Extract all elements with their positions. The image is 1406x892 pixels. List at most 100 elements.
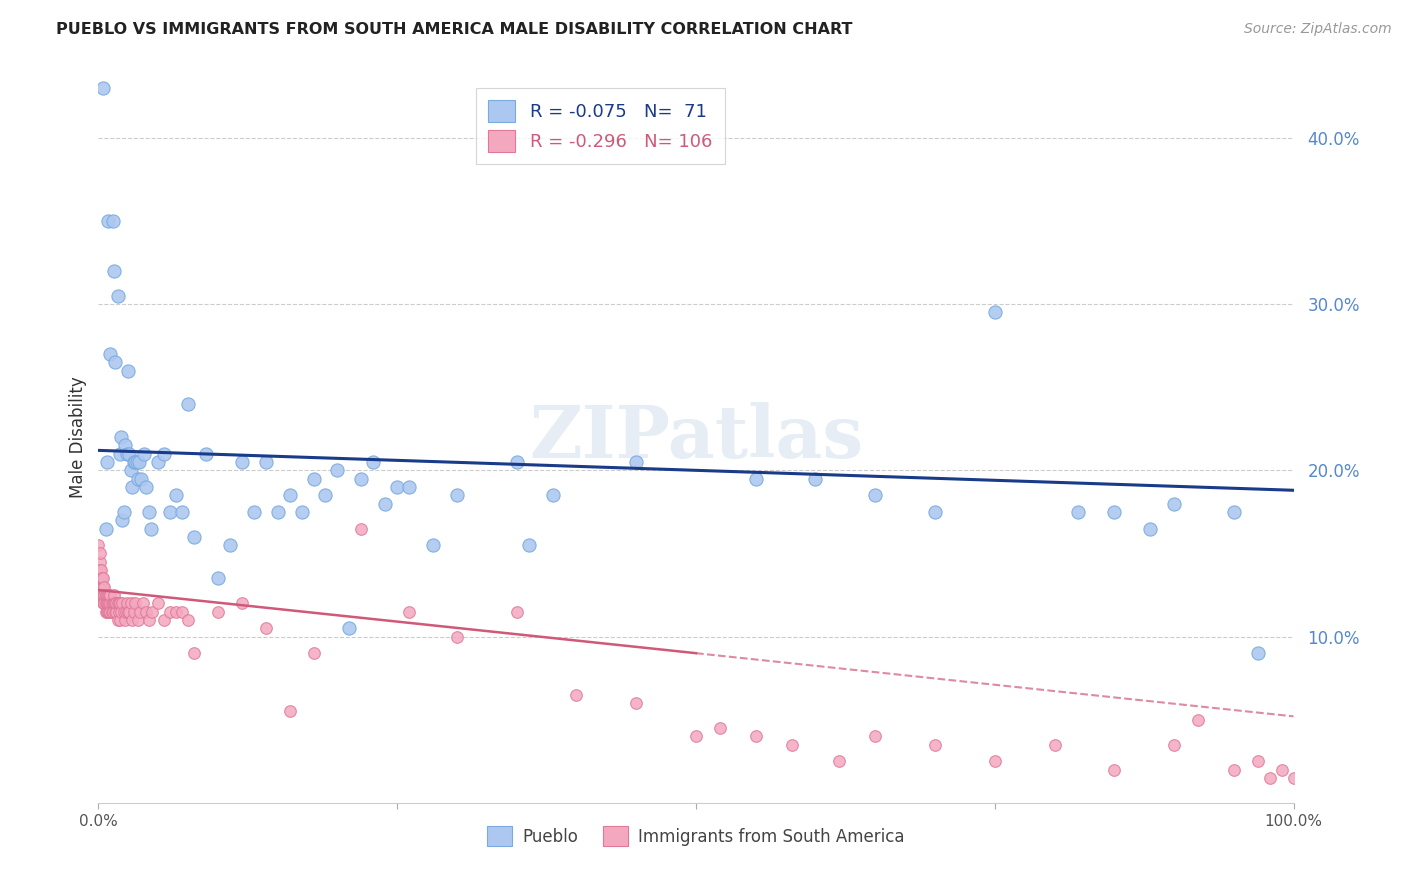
Point bbox=[315, 488, 337, 502]
Point bbox=[96, 588, 118, 602]
Point bbox=[138, 613, 160, 627]
Point bbox=[1282, 771, 1305, 785]
Point bbox=[93, 588, 115, 602]
Y-axis label: Male Disability: Male Disability bbox=[69, 376, 87, 498]
Point bbox=[1139, 521, 1161, 535]
Point bbox=[422, 538, 444, 552]
Point bbox=[207, 571, 229, 585]
Point bbox=[243, 505, 266, 519]
Point bbox=[172, 605, 194, 619]
Point bbox=[780, 738, 803, 752]
Point bbox=[135, 480, 157, 494]
Point bbox=[685, 729, 707, 743]
Point bbox=[745, 472, 768, 486]
Point bbox=[1043, 738, 1066, 752]
Point bbox=[139, 521, 162, 535]
Point bbox=[183, 646, 205, 660]
Point bbox=[153, 613, 176, 627]
Text: Source: ZipAtlas.com: Source: ZipAtlas.com bbox=[1244, 22, 1392, 37]
Point bbox=[90, 571, 112, 585]
Point bbox=[350, 472, 373, 486]
Point bbox=[94, 521, 117, 535]
Point bbox=[89, 546, 111, 560]
Point bbox=[97, 214, 120, 228]
Point bbox=[128, 455, 150, 469]
Point bbox=[98, 605, 122, 619]
Point bbox=[91, 81, 114, 95]
Point bbox=[120, 463, 142, 477]
Point bbox=[91, 588, 114, 602]
Point bbox=[374, 497, 396, 511]
Point bbox=[1258, 771, 1281, 785]
Point bbox=[278, 705, 301, 719]
Point bbox=[98, 596, 121, 610]
Point bbox=[121, 480, 143, 494]
Point bbox=[254, 455, 277, 469]
Point bbox=[626, 696, 648, 710]
Point bbox=[195, 447, 218, 461]
Point bbox=[114, 438, 136, 452]
Point bbox=[141, 605, 163, 619]
Point bbox=[446, 488, 468, 502]
Point bbox=[177, 613, 200, 627]
Point bbox=[97, 596, 120, 610]
Point bbox=[101, 214, 124, 228]
Point bbox=[93, 580, 115, 594]
Point bbox=[98, 588, 121, 602]
Point bbox=[104, 596, 127, 610]
Point bbox=[1247, 754, 1270, 768]
Point bbox=[865, 488, 887, 502]
Point bbox=[91, 580, 114, 594]
Point bbox=[104, 605, 127, 619]
Point bbox=[127, 472, 149, 486]
Point bbox=[97, 588, 120, 602]
Point bbox=[112, 505, 135, 519]
Point bbox=[90, 563, 112, 577]
Point bbox=[565, 688, 588, 702]
Point bbox=[125, 455, 148, 469]
Point bbox=[924, 738, 946, 752]
Point bbox=[254, 621, 277, 635]
Point bbox=[110, 605, 132, 619]
Point bbox=[207, 605, 229, 619]
Point bbox=[506, 455, 529, 469]
Point bbox=[107, 596, 129, 610]
Point bbox=[104, 355, 127, 369]
Point bbox=[291, 505, 314, 519]
Point bbox=[1271, 763, 1294, 777]
Point bbox=[89, 555, 111, 569]
Point bbox=[124, 605, 146, 619]
Point bbox=[110, 430, 132, 444]
Point bbox=[93, 596, 115, 610]
Point bbox=[107, 289, 129, 303]
Point bbox=[100, 596, 122, 610]
Point bbox=[129, 605, 152, 619]
Point bbox=[91, 571, 114, 585]
Point bbox=[984, 305, 1007, 319]
Point bbox=[112, 605, 135, 619]
Point bbox=[709, 721, 731, 735]
Point bbox=[326, 463, 349, 477]
Point bbox=[124, 455, 146, 469]
Point bbox=[148, 596, 170, 610]
Point bbox=[302, 646, 325, 660]
Point bbox=[124, 455, 146, 469]
Point bbox=[924, 505, 946, 519]
Point bbox=[91, 580, 114, 594]
Point bbox=[131, 472, 153, 486]
Point bbox=[94, 605, 117, 619]
Point bbox=[98, 347, 122, 361]
Point bbox=[105, 605, 128, 619]
Legend: Pueblo, Immigrants from South America: Pueblo, Immigrants from South America bbox=[481, 820, 911, 853]
Point bbox=[506, 605, 529, 619]
Point bbox=[159, 605, 181, 619]
Point bbox=[108, 596, 131, 610]
Point bbox=[517, 538, 540, 552]
Point bbox=[94, 588, 117, 602]
Point bbox=[108, 613, 131, 627]
Point bbox=[98, 596, 122, 610]
Point bbox=[350, 521, 373, 535]
Point bbox=[1223, 505, 1246, 519]
Point bbox=[115, 596, 138, 610]
Point bbox=[115, 605, 138, 619]
